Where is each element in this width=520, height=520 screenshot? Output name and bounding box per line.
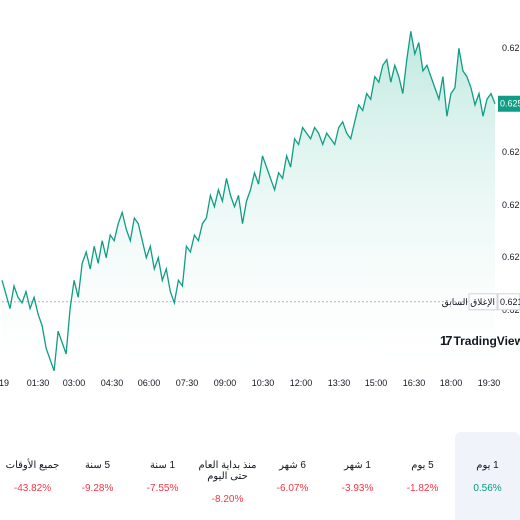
prev-close-tag — [468, 293, 498, 311]
y-axis: 0.626000.624000.623000.622000.62100 — [502, 43, 520, 315]
period-change: -43.82% — [13, 483, 52, 494]
period-label: 1 سنة — [149, 460, 176, 471]
tradingview-logo-text: TradingView — [453, 333, 520, 348]
prev-close-badge — [497, 293, 520, 311]
period-change: -6.07% — [276, 483, 309, 494]
x-tick-label: 13:30 — [328, 378, 351, 388]
period-tab[interactable]: 6 شهر -6.07% — [260, 432, 325, 520]
y-tick-label: 0.62400 — [502, 147, 520, 157]
price-line — [1, 31, 496, 372]
tradingview-logo: 17 TradingView — [440, 333, 520, 348]
price-area — [2, 31, 495, 371]
price-chart: 0.626000.624000.623000.622000.62100 1901… — [0, 31, 520, 388]
x-tick-label: 04:30 — [101, 378, 124, 388]
period-change: -8.20% — [211, 494, 244, 505]
tradingview-logo-icon: 17 — [440, 333, 453, 348]
period-change: -7.55% — [146, 483, 179, 494]
period-tab[interactable]: 1 شهر -3.93% — [325, 432, 390, 520]
x-tick-label: 06:00 — [138, 378, 161, 388]
x-axis: 19 01:30 03:00 04:30 06:00 07:30 09:00 10:30 12:… — [0, 378, 500, 388]
period-tab[interactable]: جميع الأوقات -43.82% — [0, 432, 65, 520]
period-tab[interactable]: 1 سنة -7.55% — [130, 432, 195, 520]
period-tab[interactable]: منذ بداية العام حتى اليوم -8.20% — [195, 432, 260, 520]
period-label: 5 سنة — [84, 460, 111, 471]
period-tab[interactable]: 5 سنة -9.28% — [65, 432, 130, 520]
x-tick-label: 15:00 — [365, 378, 388, 388]
last-price-badge — [498, 95, 520, 112]
period-change: -1.82% — [406, 483, 439, 494]
period-selector: 1 يوم 0.56% 5 يوم -1.82% 1 شهر -3.93% 6 شهر -6.… — [0, 432, 520, 520]
period-tab[interactable]: 1 يوم 0.56% — [455, 432, 520, 520]
period-label: 1 يوم — [476, 460, 499, 471]
x-tick-label: 07:30 — [176, 378, 199, 388]
period-label: 1 شهر — [344, 460, 371, 471]
period-change: 0.56% — [473, 483, 502, 494]
period-tab[interactable]: 5 يوم -1.82% — [390, 432, 455, 520]
x-tick-label: 03:00 — [63, 378, 86, 388]
period-change: -3.93% — [341, 483, 374, 494]
period-change: -9.28% — [81, 483, 114, 494]
y-tick-label: 0.62300 — [502, 200, 520, 210]
prev-close-value: 0.62162 — [500, 297, 520, 307]
prev-close-tag-label: الإغلاق السابق — [442, 297, 495, 308]
x-tick-label: 18:00 — [440, 378, 463, 388]
period-label: 6 شهر — [279, 460, 306, 471]
x-tick-label: 16:30 — [403, 378, 426, 388]
x-tick-label: 19 — [0, 378, 9, 388]
period-label: جميع الأوقات — [5, 460, 60, 471]
last-price-label: 0.62512 — [500, 99, 520, 109]
y-tick-label: 0.62600 — [502, 43, 520, 53]
x-tick-label: 10:30 — [252, 378, 275, 388]
y-tick-label: 0.62200 — [502, 252, 520, 262]
x-tick-label: 09:00 — [214, 378, 237, 388]
x-tick-label: 19:30 — [478, 378, 501, 388]
period-label: 5 يوم — [411, 460, 434, 471]
period-label: منذ بداية العام حتى اليوم — [198, 460, 257, 482]
x-tick-label: 01:30 — [27, 378, 50, 388]
x-tick-label: 12:00 — [290, 378, 313, 388]
